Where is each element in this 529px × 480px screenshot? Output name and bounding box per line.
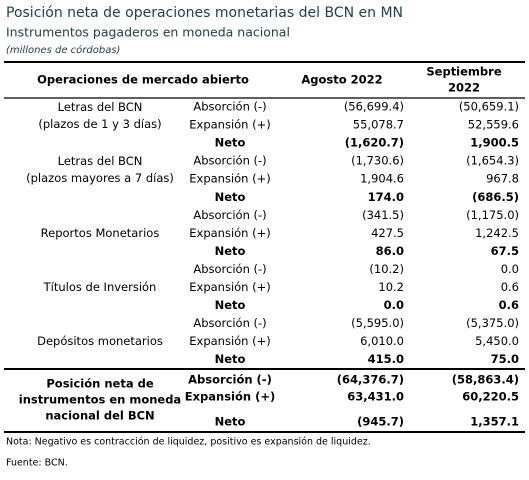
row-type: Absorción (-)	[193, 208, 266, 222]
cell-sep: 75.0	[491, 352, 519, 366]
cell-sep: (686.5)	[472, 190, 519, 204]
group-label: Letras del BCN	[58, 100, 143, 114]
row-type: Neto	[215, 190, 246, 204]
cell-aug: 63,431.0	[347, 390, 404, 404]
cell-sep: 0.0	[501, 262, 519, 276]
row-type: Expansión (+)	[189, 334, 270, 348]
column-header: Septiembre	[426, 65, 501, 79]
cell-aug: (341.5)	[362, 208, 404, 222]
cell-aug: 6,010.0	[360, 334, 404, 348]
cell-sep: (5,375.0)	[466, 316, 519, 330]
cell-aug: 10.2	[378, 280, 404, 294]
cell-sep: 67.5	[491, 244, 519, 258]
row-type: Expansión (+)	[189, 118, 270, 132]
cell-sep: 1,242.5	[475, 226, 519, 240]
cell-aug: 415.0	[368, 352, 404, 366]
group-label: (plazos mayores a 7 días)	[26, 171, 174, 185]
cell-aug: 174.0	[368, 190, 404, 204]
cell-aug: 1,904.6	[360, 172, 404, 186]
column-header: Operaciones de mercado abierto	[37, 73, 249, 87]
group-label: Letras del BCN	[58, 154, 143, 168]
source: Fuente: BCN.	[6, 458, 68, 469]
group-label: Depósitos monetarios	[37, 334, 163, 348]
row-type: Expansión (+)	[189, 172, 270, 186]
cell-sep: 1,357.1	[470, 415, 519, 429]
subtitle: Instrumentos pagaderos en moneda naciona…	[6, 25, 290, 40]
row-type: Expansión (+)	[189, 280, 270, 294]
cell-sep: 967.8	[486, 172, 519, 186]
cell-aug: (64,376.7)	[337, 373, 404, 387]
cell-aug: (5,595.0)	[351, 316, 404, 330]
cell-sep: 0.6	[501, 280, 519, 294]
total-label: instrumentos en moneda	[19, 393, 181, 407]
cell-aug: (1,730.6)	[351, 154, 404, 168]
cell-sep: (58,863.4)	[452, 373, 519, 387]
cell-aug: (1,620.7)	[345, 136, 404, 150]
cell-aug: (945.7)	[357, 415, 404, 429]
row-type: Neto	[215, 352, 246, 366]
row-type: Neto	[215, 244, 246, 258]
cell-sep: 1,900.5	[470, 136, 519, 150]
cell-aug: 0.0	[384, 298, 404, 312]
row-type: Absorción (-)	[193, 154, 266, 168]
total-label: Posición neta de	[46, 377, 153, 391]
cell-sep: 5,450.0	[475, 334, 519, 348]
row-type: Expansión (+)	[189, 226, 270, 240]
title: Posición neta de operaciones monetarias …	[6, 5, 403, 21]
row-type: Absorción (-)	[193, 100, 266, 114]
column-header: Agosto 2022	[301, 73, 382, 87]
row-type: Absorción (-)	[188, 373, 272, 387]
row-type: Neto	[215, 415, 246, 429]
note: Nota: Negativo es contracción de liquide…	[6, 437, 371, 448]
group-label: (plazos de 1 y 3 días)	[38, 117, 161, 131]
column-header: 2022	[448, 81, 480, 95]
row-type: Neto	[215, 136, 246, 150]
row-type: Expansión (+)	[185, 390, 275, 404]
cell-aug: (56,699.4)	[344, 100, 404, 114]
group-label: Títulos de Inversión	[43, 280, 157, 294]
cell-aug: 427.5	[371, 226, 404, 240]
cell-sep: (50,659.1)	[459, 100, 519, 114]
row-type: Absorción (-)	[193, 316, 266, 330]
cell-aug: 86.0	[376, 244, 404, 258]
cell-sep: 60,220.5	[462, 390, 519, 404]
cell-sep: (1,175.0)	[466, 208, 519, 222]
total-label: nacional del BCN	[45, 409, 154, 423]
cell-aug: 55,078.7	[353, 118, 404, 132]
row-type: Absorción (-)	[193, 262, 266, 276]
unit: (millones de córdobas)	[6, 44, 120, 56]
cell-aug: (10.2)	[369, 262, 404, 276]
cell-sep: 52,559.6	[468, 118, 519, 132]
cell-sep: (1,654.3)	[466, 154, 519, 168]
group-label: Reportos Monetarios	[41, 226, 160, 240]
row-type: Neto	[215, 298, 246, 312]
cell-sep: 0.6	[499, 298, 519, 312]
